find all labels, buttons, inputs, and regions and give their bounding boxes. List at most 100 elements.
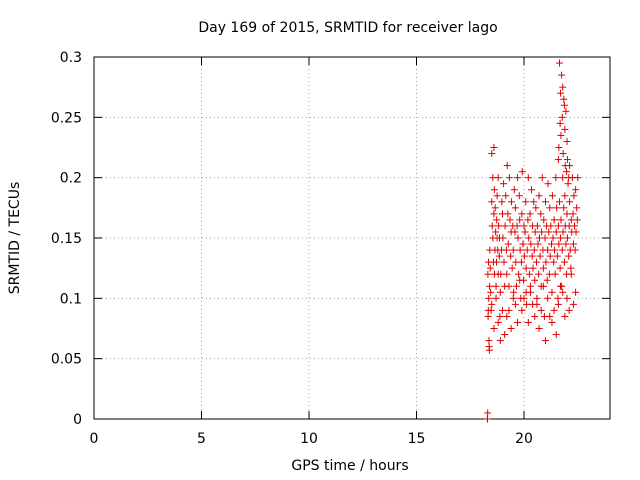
y-tick-label: 0 [73,412,82,428]
data-point [507,252,515,260]
data-point [509,294,517,302]
data-point [501,222,509,230]
data-point [484,270,492,278]
data-point [562,240,570,248]
data-point [565,252,573,260]
data-point [545,228,553,236]
data-point [572,288,580,296]
data-point [524,318,532,326]
data-point [514,174,522,182]
data-point [533,294,541,302]
data-point [563,168,571,176]
data-point [548,288,556,296]
data-point [559,288,567,296]
data-point [563,234,571,242]
y-tick-label: 0.25 [51,110,82,126]
data-point [549,234,557,242]
data-point [548,192,556,200]
data-point [520,252,528,260]
data-point [509,246,517,254]
data-point [546,312,554,320]
data-point [488,222,496,230]
data-point [491,204,499,212]
data-point [543,276,551,284]
data-point [503,312,511,320]
data-point [532,204,540,212]
data-point [515,192,523,200]
data-point [569,210,577,218]
data-point [539,264,547,272]
data-point [555,59,563,67]
data-point [542,337,549,345]
data-point [518,210,526,218]
data-point [558,113,566,121]
data-point [514,234,522,242]
data-point [563,210,571,218]
data-point [559,174,567,182]
data-point [499,234,507,242]
data-point [508,264,516,272]
data-point [488,198,496,206]
data-point [496,312,504,320]
data-point [572,228,580,236]
data-point [546,252,554,260]
y-axis-label: SRMTID / TECUs [7,182,23,295]
data-point [537,210,545,218]
data-point [573,204,581,212]
data-point [510,288,518,296]
data-point [540,216,548,224]
data-point [573,216,581,224]
data-point [523,246,531,254]
x-tick-label: 0 [90,431,99,447]
data-point [530,246,538,254]
data-point [517,258,525,266]
data-point [485,337,493,345]
data-point [560,258,568,266]
data-point [511,204,519,212]
data-point [544,294,552,302]
data-point [574,174,582,182]
data-point [544,180,552,188]
data-point [563,294,571,302]
data-point [554,294,562,302]
data-point [498,198,506,206]
plot-frame [93,56,611,420]
data-point [516,276,524,284]
data-point [535,325,543,332]
data-point [553,252,561,260]
data-point [538,228,546,236]
grid-lines [94,57,610,419]
data-point [512,282,520,290]
data-point [503,162,511,170]
data-point [483,415,491,423]
data-point [537,306,545,314]
data-point [569,240,577,248]
data-point [555,240,563,248]
data-point [562,107,570,115]
data-point [554,156,562,164]
data-point [560,101,568,109]
data-point [492,282,500,290]
data-point [487,306,495,314]
data-point [496,288,504,296]
data-point [487,288,495,296]
data-point [559,83,567,91]
data-point [503,270,511,278]
data-point [557,131,565,139]
data-point [531,276,539,284]
data-point [497,270,505,278]
data-point [546,204,554,212]
data-point [541,234,549,242]
data-point [511,228,519,236]
data-point [519,240,527,248]
data-point [518,306,526,314]
data-point [525,270,533,278]
data-point [569,300,577,308]
data-point [488,300,496,308]
data-point [504,240,512,248]
data-point [565,306,573,314]
x-tick-label: 15 [408,431,426,447]
data-point [567,264,575,272]
data-point [526,210,534,218]
data-point [566,198,574,206]
